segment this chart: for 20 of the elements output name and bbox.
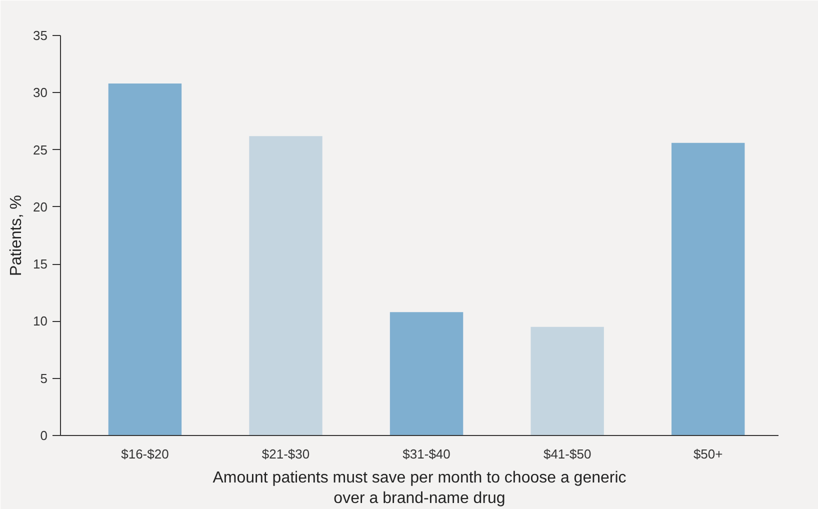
x-tick-label: $21-$30 <box>262 446 310 462</box>
x-tick-label: $16-$20 <box>121 446 169 462</box>
y-tick-label: 5 <box>40 370 48 386</box>
bar <box>249 136 322 436</box>
bar <box>108 84 182 436</box>
y-tick-label: 10 <box>33 314 48 329</box>
y-axis-title: Patients, % <box>8 195 26 276</box>
x-axis-title: Amount patients must save per month to choose a generic over a brand-name drug <box>212 470 626 507</box>
bar <box>390 312 464 436</box>
x-tick-label: $50+ <box>693 446 723 462</box>
y-tick-label: 35 <box>33 28 48 43</box>
y-tick-label: 20 <box>33 199 48 214</box>
y-tick-label: 30 <box>33 85 48 100</box>
x-tick-label: $41-$50 <box>543 446 592 462</box>
bar <box>530 326 604 436</box>
bar <box>672 142 745 436</box>
y-tick-label: 25 <box>33 142 48 158</box>
x-tick-label: $31-$40 <box>402 446 450 462</box>
y-tick-label: 0 <box>40 428 48 443</box>
y-tick-label: 15 <box>33 256 48 272</box>
